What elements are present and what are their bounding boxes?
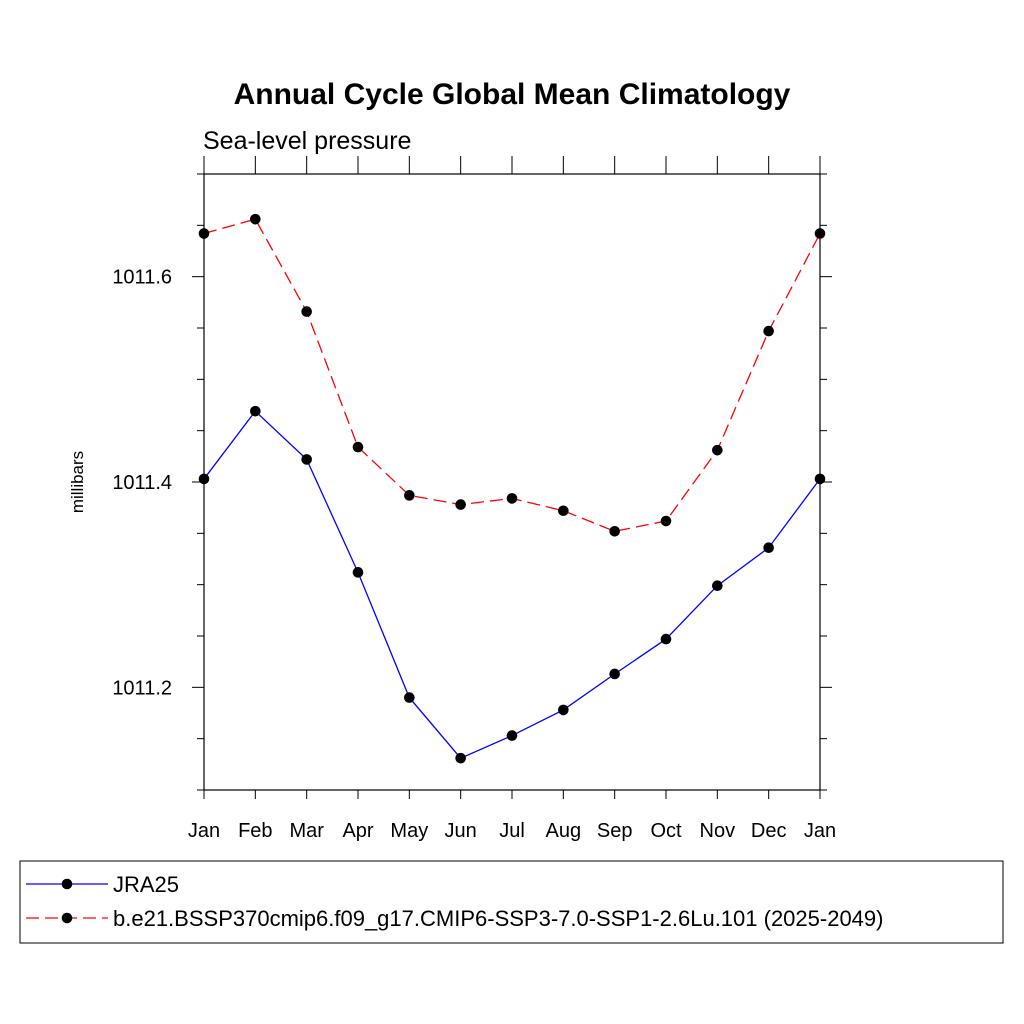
x-tick-label: May	[390, 820, 428, 842]
data-point	[301, 306, 312, 317]
data-point	[763, 542, 774, 554]
x-tick-label: Apr	[342, 820, 373, 842]
x-tick-label: Oct	[650, 820, 682, 842]
legend-label-0: JRA25	[113, 872, 179, 897]
data-point	[404, 490, 415, 501]
x-tick-label: Aug	[546, 820, 582, 842]
data-point	[352, 567, 364, 578]
data-point	[763, 325, 774, 337]
data-point	[455, 752, 466, 764]
x-tick-label: Jul	[499, 820, 525, 842]
legend-marker-1	[61, 912, 73, 924]
data-point	[609, 525, 620, 537]
y-tick-labels: 1011.2 1011.4 1011.6	[112, 267, 172, 700]
data-point	[814, 473, 826, 485]
series-group	[198, 213, 826, 764]
data-point	[352, 441, 364, 453]
x-tick-labels: Jan Feb Mar Apr May Jun Jul Aug Sep Oct Nov Dec Jan	[188, 820, 836, 842]
data-point	[198, 473, 210, 485]
plot-frame	[203, 173, 821, 791]
y-tick-label: 1011.4	[112, 472, 172, 494]
x-tick-label: Mar	[289, 820, 324, 842]
x-tick-label: Jun	[445, 820, 477, 842]
legend-box	[19, 860, 1004, 944]
x-tick-label: Feb	[238, 820, 272, 842]
series-line-1	[203, 218, 821, 532]
legend: JRA25 b.e21.BSSP370cmip6.f09_g17.CMIP6-SS…	[26, 872, 883, 931]
series-line-0	[203, 410, 821, 759]
legend-label-1: b.e21.BSSP370cmip6.f09_g17.CMIP6-SSP3-7.…	[113, 906, 883, 931]
data-point	[198, 228, 210, 239]
data-point	[250, 213, 261, 225]
x-tick-label: Jan	[188, 820, 220, 842]
data-point	[609, 668, 620, 680]
x-tick-label: Jan	[804, 820, 836, 842]
data-point	[404, 692, 415, 703]
data-point	[506, 730, 518, 741]
data-point	[250, 405, 261, 417]
x-tick-label: Sep	[597, 820, 633, 842]
x-tick-label: Nov	[700, 820, 736, 842]
data-point	[660, 633, 672, 645]
data-point	[506, 493, 518, 504]
data-point	[660, 515, 672, 527]
chart-title: Annual Cycle Global Mean Climatology	[234, 78, 791, 111]
data-point	[558, 704, 569, 716]
data-point	[301, 454, 312, 465]
y-axis-label: millibars	[68, 451, 87, 513]
data-point	[455, 499, 466, 510]
chart-subtitle: Sea-level pressure	[203, 127, 411, 155]
data-point	[712, 444, 723, 456]
y-tick-label: 1011.6	[112, 267, 172, 289]
axis-ticks	[192, 156, 832, 799]
x-tick-label: Dec	[751, 820, 787, 842]
data-point	[558, 505, 569, 517]
data-point	[712, 580, 723, 591]
legend-marker-0	[61, 878, 73, 890]
data-point	[814, 228, 826, 239]
y-tick-label: 1011.2	[112, 677, 172, 699]
